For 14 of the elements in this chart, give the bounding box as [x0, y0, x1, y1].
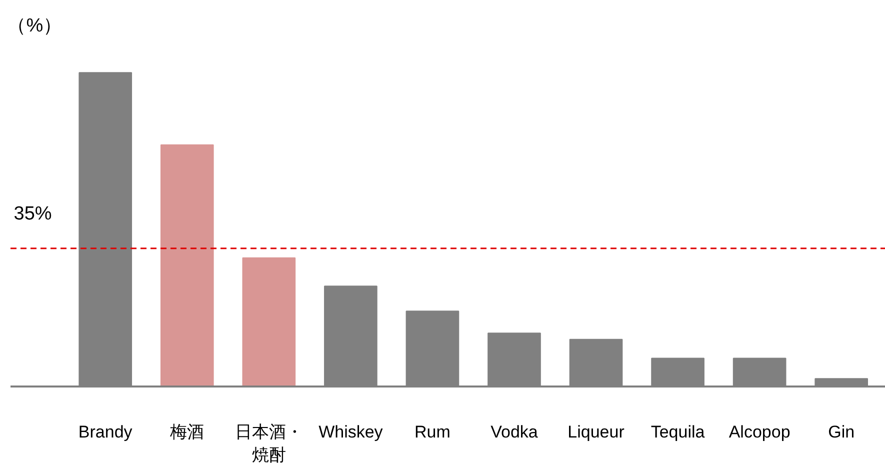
x-tick-label: Tequila — [650, 422, 706, 442]
x-tick-label: Vodka — [490, 422, 538, 442]
y-axis-title: （%） — [7, 16, 62, 36]
bar — [160, 144, 214, 386]
x-tick-label: 日本酒・焼酎 — [234, 422, 303, 464]
x-tick-label: Brandy — [78, 422, 133, 442]
x-tick-label: 梅酒 — [169, 422, 204, 442]
x-tick-label: Gin — [828, 422, 855, 442]
bar — [242, 257, 296, 386]
x-tick-label: Rum — [414, 422, 450, 442]
x-tick-label: Whiskey — [318, 422, 384, 442]
x-tick-label: Alcopop — [728, 422, 790, 442]
annotation: 35% — [14, 203, 52, 224]
x-tick-label: Liqueur — [568, 422, 625, 442]
